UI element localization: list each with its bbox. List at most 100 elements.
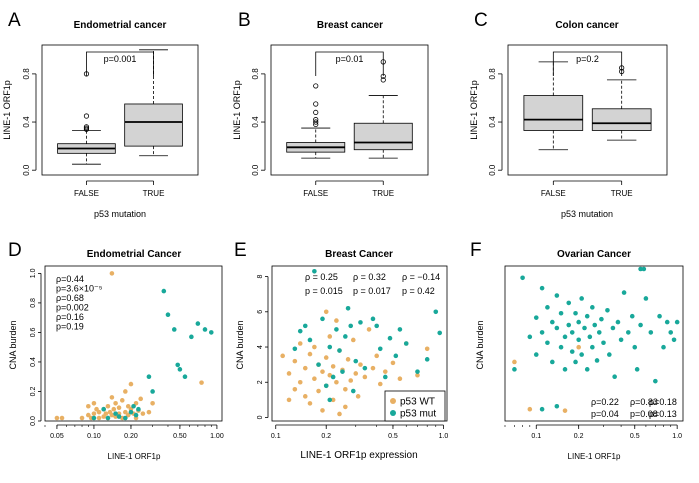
point-wt xyxy=(109,412,115,418)
panel-title-b: Breast cancer xyxy=(317,20,383,31)
point-mut xyxy=(657,313,662,319)
x-tick-label: FALSE xyxy=(74,189,99,198)
point-wt xyxy=(348,378,354,383)
y-tick-label: 0.0 xyxy=(488,164,497,176)
point-wt xyxy=(297,341,303,346)
point-mut xyxy=(113,411,118,416)
point-mut xyxy=(146,374,152,380)
point-mut xyxy=(397,327,403,332)
x-tick-label: 0.50 xyxy=(173,433,187,440)
x-tick-label: 0.20 xyxy=(124,433,138,440)
point-mut xyxy=(599,316,604,322)
point-wt xyxy=(562,408,568,413)
y-tick-label: 0.4 xyxy=(251,116,260,128)
point-mut xyxy=(596,330,602,335)
point-wt xyxy=(91,411,97,416)
point-mut xyxy=(539,330,545,335)
point-mut xyxy=(374,323,380,329)
point-wt xyxy=(123,389,128,394)
point-mut xyxy=(202,327,208,332)
point-wt xyxy=(355,394,361,399)
point-wt xyxy=(307,351,313,357)
outlier-point xyxy=(313,83,319,89)
point-wt xyxy=(350,337,356,343)
point-wt xyxy=(91,400,97,406)
point-wt xyxy=(286,371,292,376)
point-mut xyxy=(610,325,616,331)
point-mut xyxy=(621,290,627,295)
point-mut xyxy=(576,337,581,343)
point-wt xyxy=(415,372,420,378)
point-mut xyxy=(539,406,545,412)
point-mut xyxy=(566,322,572,328)
point-wt xyxy=(86,403,91,409)
stat-label: p = 0.42 xyxy=(402,286,435,296)
point-mut xyxy=(387,335,393,341)
point-mut xyxy=(91,415,97,421)
point-mut xyxy=(377,346,383,352)
point-wt xyxy=(123,409,128,415)
point-mut xyxy=(334,327,339,332)
stat-label: ρ=0.22 xyxy=(591,397,619,407)
point-mut xyxy=(195,321,201,326)
point-wt xyxy=(103,411,109,416)
point-mut xyxy=(171,327,177,332)
point-mut xyxy=(403,341,409,346)
point-mut xyxy=(629,313,635,319)
point-mut xyxy=(512,367,517,372)
point-wt xyxy=(140,411,146,416)
point-mut xyxy=(601,340,606,346)
outlier-point xyxy=(313,101,319,107)
point-wt xyxy=(337,411,342,417)
point-mut xyxy=(558,344,564,350)
legend-box xyxy=(384,390,446,422)
x-tick-label: 1.0 xyxy=(672,433,682,440)
box-true xyxy=(124,103,183,147)
point-mut xyxy=(320,316,325,322)
point-mut xyxy=(177,367,183,372)
point-wt xyxy=(527,406,533,412)
panel-letter-e: E xyxy=(234,240,247,261)
point-wt xyxy=(330,364,336,369)
stat-label: p=3.6×10⁻⁵ xyxy=(56,284,103,294)
point-wt xyxy=(512,359,517,365)
point-mut xyxy=(579,296,584,301)
stat-label: p=0.19 xyxy=(56,322,84,332)
point-wt xyxy=(366,327,372,332)
y-tick-label: 4 xyxy=(257,345,264,349)
point-wt xyxy=(345,357,351,362)
point-wt xyxy=(307,401,313,406)
x-tick-label: TRUE xyxy=(372,189,394,198)
p-value-label: p=0.2 xyxy=(576,54,599,64)
plot-frame xyxy=(507,44,668,176)
y-tick-label: 0.0 xyxy=(30,416,37,426)
p-value-label: p=0.001 xyxy=(104,54,137,64)
point-mut xyxy=(590,305,595,310)
point-mut xyxy=(175,362,181,368)
panel-title-c: Colon cancer xyxy=(555,20,618,31)
stat-label: ρ=0.16 xyxy=(56,312,84,322)
point-wt xyxy=(370,365,376,371)
point-wt xyxy=(424,346,430,352)
point-mut xyxy=(592,322,598,328)
stat-label: ρ=0.18 xyxy=(649,397,677,407)
stat-label: p = 0.017 xyxy=(353,286,391,296)
box-true xyxy=(591,108,652,131)
point-wt xyxy=(343,404,348,410)
x-axis-label: LINE-1 ORF1p xyxy=(108,452,161,461)
point-mut xyxy=(527,334,533,340)
point-wt xyxy=(323,355,329,360)
point-mut xyxy=(393,353,399,359)
point-mut xyxy=(424,357,430,362)
y-axis-label: LINE-1 ORF1p xyxy=(2,80,12,140)
panel-title-d: Endometrial Cancer xyxy=(87,249,182,260)
point-mut xyxy=(615,319,621,325)
x-tick-label: FALSE xyxy=(303,189,328,198)
y-tick-label: 0.0 xyxy=(251,164,260,176)
point-wt xyxy=(280,353,285,359)
point-mut xyxy=(208,330,214,335)
stat-label: p=0.13 xyxy=(649,409,677,419)
point-mut xyxy=(189,334,194,340)
point-wt xyxy=(113,400,118,406)
